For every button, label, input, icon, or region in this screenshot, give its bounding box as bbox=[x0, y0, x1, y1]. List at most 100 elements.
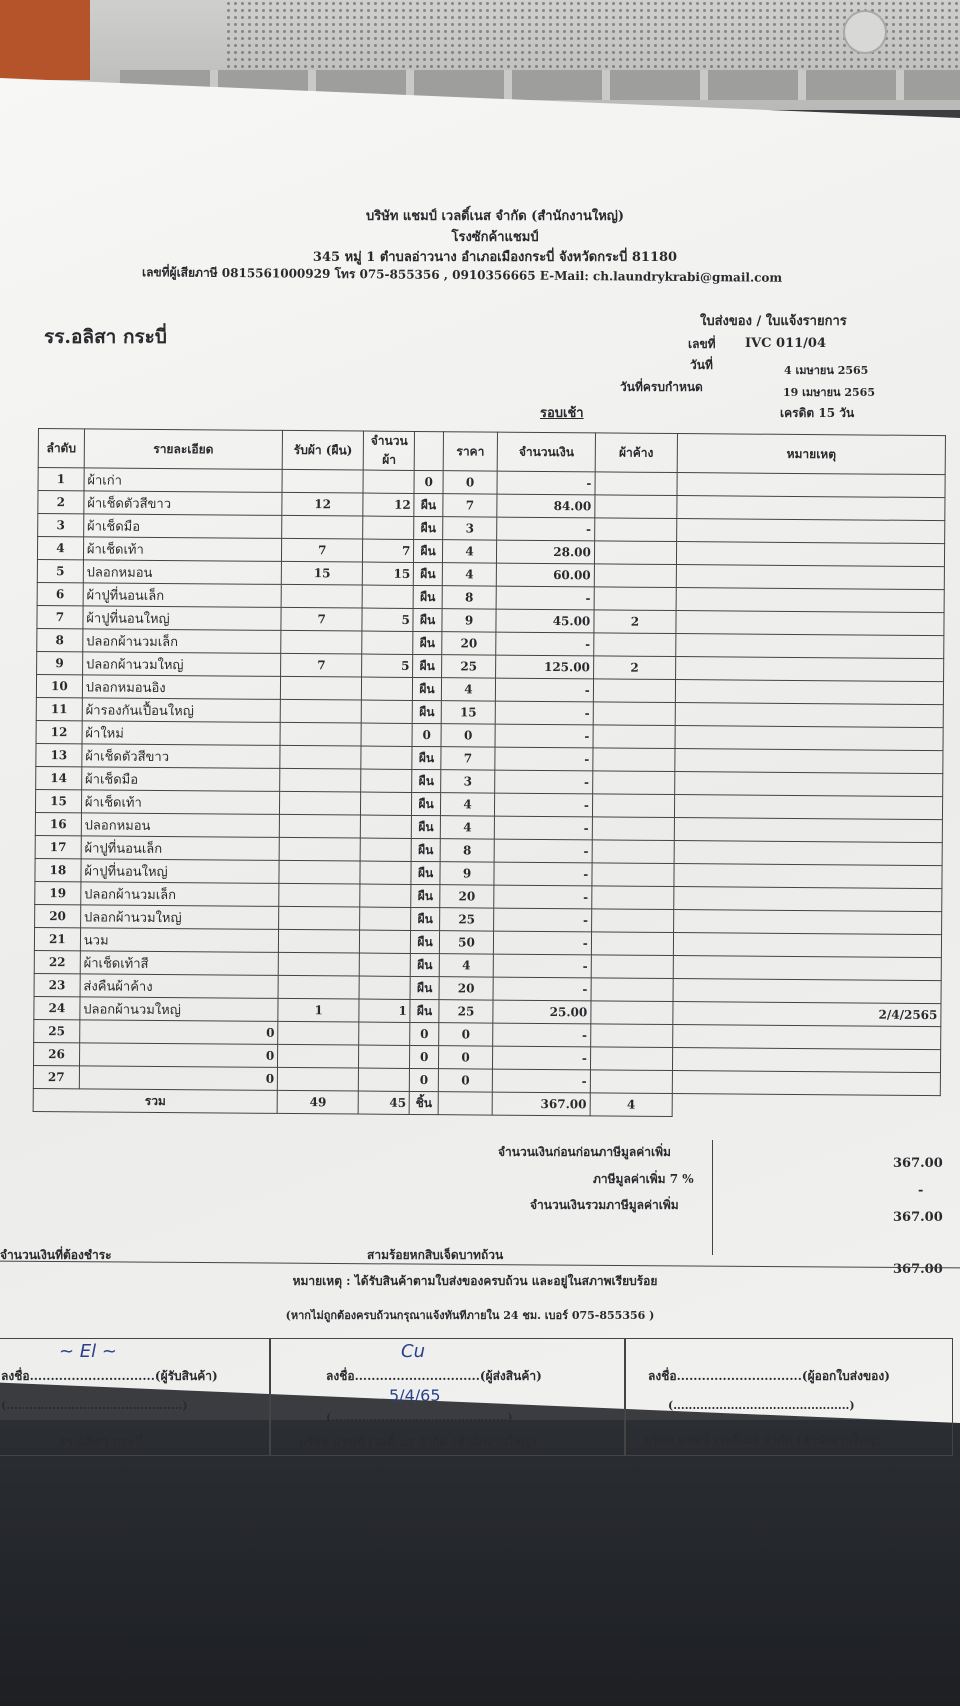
unit-cell: ผืน bbox=[411, 861, 440, 885]
no-cell: 7 bbox=[36, 605, 83, 629]
signature-paren: (.......................................… bbox=[1, 1399, 188, 1412]
no-cell: 12 bbox=[36, 720, 83, 744]
pending-cell bbox=[594, 517, 677, 542]
no-cell: 20 bbox=[34, 904, 81, 928]
amount-cell: - bbox=[492, 1046, 591, 1070]
quantity-cell bbox=[363, 470, 415, 494]
amount-cell: - bbox=[495, 747, 593, 771]
received-cell bbox=[279, 768, 362, 793]
received-cell bbox=[277, 1044, 359, 1069]
remarks-cell bbox=[676, 564, 945, 590]
total-received: 49 bbox=[277, 1090, 359, 1115]
amount-cell: - bbox=[493, 931, 592, 955]
unit-cell: ผืน bbox=[412, 700, 442, 724]
with-vat-amount: 367.00 bbox=[893, 1210, 943, 1225]
no-cell: 13 bbox=[35, 743, 82, 767]
pending-cell bbox=[591, 862, 675, 887]
amount-cell: - bbox=[494, 816, 593, 840]
no-cell: 21 bbox=[34, 927, 81, 951]
signature-box-issuer: ลงชื่อ..............................(ผู้… bbox=[625, 1338, 953, 1456]
description-cell: ปลอกหมอน bbox=[81, 812, 280, 838]
pending-cell bbox=[594, 494, 678, 519]
received-cell: 7 bbox=[281, 607, 363, 632]
price-cell: 0 bbox=[438, 1068, 493, 1093]
total-amount: 367.00 bbox=[492, 1092, 591, 1116]
col-pending-header: ผ้าค้าง bbox=[594, 432, 678, 473]
received-cell bbox=[278, 883, 361, 908]
pending-cell bbox=[590, 1069, 673, 1094]
signature-handwriting: ~ El ~ bbox=[59, 1341, 117, 1362]
received-cell bbox=[280, 630, 363, 655]
summary-divider bbox=[712, 1140, 713, 1255]
no-cell: 18 bbox=[34, 858, 81, 882]
pending-cell: 2 bbox=[593, 609, 677, 634]
total-label: รวม bbox=[33, 1088, 278, 1114]
quantity-cell: 7 bbox=[362, 539, 415, 563]
with-vat-label: จำนวนเงินรวมภาษีมูลค่าเพิ่ม bbox=[530, 1198, 679, 1212]
received-cell bbox=[277, 1067, 359, 1092]
total-unit: ชิ้น bbox=[409, 1091, 439, 1115]
pending-cell bbox=[590, 977, 674, 1002]
no-cell: 25 bbox=[33, 1019, 80, 1043]
description-cell: ผ้าปูที่นอนเล็ก bbox=[82, 582, 282, 608]
quantity-cell bbox=[358, 1022, 411, 1046]
quantity-cell bbox=[359, 907, 412, 931]
lap-background bbox=[0, 1420, 960, 1706]
price-cell: 50 bbox=[439, 930, 494, 955]
pending-cell bbox=[591, 885, 674, 910]
remarks-cell bbox=[673, 886, 942, 912]
received-cell bbox=[279, 814, 361, 839]
remarks-cell bbox=[674, 748, 943, 774]
pending-cell bbox=[593, 678, 676, 703]
price-cell: 7 bbox=[442, 493, 498, 518]
remarks-cell bbox=[672, 1047, 941, 1073]
description-cell: ผ้าปูที่นอนเล็ก bbox=[80, 835, 280, 861]
amount-cell: - bbox=[493, 977, 592, 1001]
remarks-cell bbox=[675, 633, 944, 659]
due-date: 19 เมษายน 2565 bbox=[783, 386, 875, 399]
price-cell: 7 bbox=[440, 746, 496, 771]
remarks-cell bbox=[675, 610, 945, 636]
remarks-cell bbox=[672, 1024, 941, 1050]
price-cell: 8 bbox=[441, 585, 497, 610]
pending-cell bbox=[594, 471, 678, 496]
description-cell: 0 bbox=[79, 1065, 278, 1091]
quantity-cell bbox=[360, 769, 413, 793]
amount-cell: 84.00 bbox=[497, 494, 595, 518]
pending-cell bbox=[592, 793, 675, 818]
amount-cell: - bbox=[496, 632, 594, 656]
price-cell: 4 bbox=[442, 539, 497, 564]
quantity-cell bbox=[362, 585, 414, 609]
payable-amount: 367.00 bbox=[893, 1262, 943, 1277]
no-cell: 22 bbox=[34, 950, 81, 974]
description-cell: ปลอกผ้านวมใหญ่ bbox=[79, 996, 279, 1022]
description-cell: ผ้าใหม่ bbox=[81, 720, 281, 746]
unit-cell: ผืน bbox=[414, 493, 443, 517]
quantity-cell bbox=[358, 1045, 411, 1069]
pending-cell bbox=[592, 816, 675, 841]
received-cell bbox=[278, 906, 361, 931]
signature-paren: (.......................................… bbox=[326, 1411, 513, 1424]
quantity-cell bbox=[361, 746, 413, 770]
unit-cell: ผืน bbox=[413, 585, 443, 609]
amount-cell: - bbox=[494, 862, 592, 886]
description-cell: นวม bbox=[80, 927, 279, 953]
signature-box-sender: Cu ลงชื่อ..............................(… bbox=[270, 1338, 625, 1456]
signature-label: ลงชื่อ..............................(ผู้… bbox=[648, 1369, 890, 1383]
unit-cell: ผืน bbox=[413, 562, 443, 586]
amount-cell: 25.00 bbox=[493, 1000, 591, 1024]
price-cell: 0 bbox=[438, 1045, 494, 1070]
quantity-cell bbox=[360, 792, 413, 816]
pending-cell bbox=[590, 1023, 673, 1048]
no-cell: 27 bbox=[33, 1065, 80, 1089]
col-remarks-header: หมายเหตุ bbox=[677, 433, 946, 475]
no-cell: 14 bbox=[35, 766, 82, 790]
credit-terms: เครดิต 15 วัน bbox=[780, 406, 855, 420]
quantity-cell bbox=[359, 930, 411, 954]
unit-cell: 0 bbox=[410, 1022, 439, 1046]
amount-cell: - bbox=[497, 471, 595, 495]
no-cell: 10 bbox=[36, 674, 83, 698]
signature-handwriting: Cu bbox=[401, 1341, 425, 1362]
received-cell bbox=[281, 584, 363, 609]
price-cell: 4 bbox=[441, 677, 496, 702]
